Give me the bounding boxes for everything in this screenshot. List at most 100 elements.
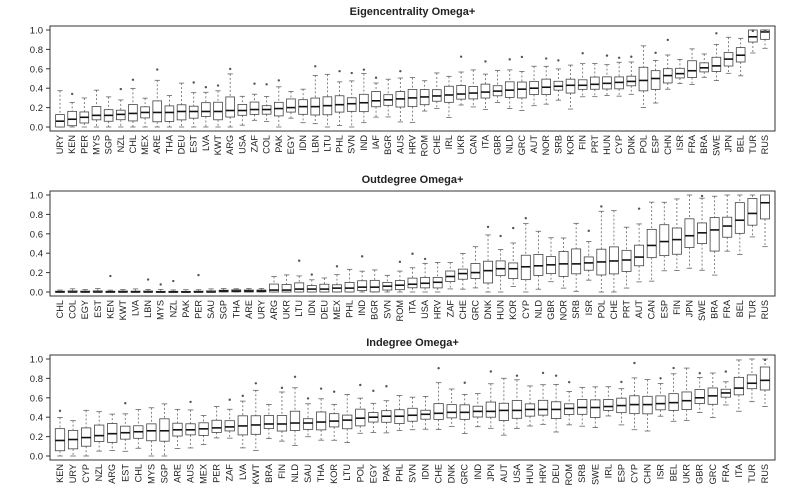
- box-iqr: [565, 78, 576, 94]
- category-label: ARG: [269, 300, 279, 320]
- box-pak: [180, 289, 191, 293]
- box-sgp: [218, 288, 229, 293]
- outlier-point: [146, 278, 150, 281]
- category-label: CHE: [458, 300, 468, 319]
- category-label: AUS: [186, 464, 196, 483]
- box-bra: [699, 53, 709, 78]
- category-label: NOR: [559, 300, 569, 321]
- outlier-point: [277, 79, 280, 82]
- category-label: MYS: [156, 300, 166, 320]
- category-label: PER: [193, 300, 203, 319]
- outlier-point: [280, 386, 284, 390]
- category-label: ESP: [651, 135, 661, 153]
- outlier-point: [423, 257, 427, 261]
- box-dnk: [446, 388, 457, 427]
- outlier-point: [314, 65, 317, 68]
- box-iqr: [211, 419, 222, 433]
- box-iqr: [357, 280, 368, 292]
- category-label: MEX: [199, 464, 209, 484]
- box-iqr: [316, 411, 327, 431]
- outlier-point: [545, 57, 548, 60]
- category-label: PRT: [622, 300, 632, 319]
- category-label: POL: [596, 300, 606, 318]
- box-iqr: [249, 101, 260, 115]
- category-label: PHL: [335, 135, 345, 153]
- category-label: DNK: [626, 134, 636, 154]
- category-label: CHE: [609, 300, 619, 319]
- outlier-point: [310, 273, 313, 276]
- box-lbn: [143, 278, 154, 293]
- box-bel: [734, 194, 745, 255]
- box-ukr: [281, 274, 292, 293]
- category-label: ARG: [107, 464, 117, 484]
- box-are: [243, 288, 254, 293]
- box-gbr: [694, 372, 705, 413]
- category-label: THA: [316, 463, 326, 482]
- box-kor: [329, 390, 340, 441]
- box-iqr: [537, 399, 549, 416]
- box-are: [152, 68, 163, 128]
- category-label: THA: [231, 299, 241, 318]
- box-can: [468, 69, 479, 108]
- category-label: FIN: [578, 135, 588, 150]
- category-label: NOR: [541, 135, 551, 156]
- outlier-point: [515, 374, 519, 377]
- category-label: BRA: [264, 463, 274, 483]
- category-label: PHL: [394, 464, 404, 482]
- outlier-point: [459, 55, 463, 58]
- category-label: PRT: [590, 135, 600, 154]
- category-label: EGY: [286, 135, 296, 154]
- category-label: KWT: [118, 300, 128, 321]
- y-tick-label: 0.2: [30, 268, 43, 279]
- box-esp: [616, 380, 627, 426]
- box-iqr: [711, 56, 722, 72]
- category-label: KEN: [55, 464, 65, 483]
- box-nor: [558, 237, 569, 289]
- category-label: SWE: [590, 464, 600, 485]
- box-iqr: [369, 279, 380, 293]
- box-ury: [55, 90, 65, 128]
- box-deu: [551, 374, 562, 433]
- category-label: HRV: [538, 463, 548, 483]
- box-iqr: [164, 105, 175, 122]
- box-prt: [590, 63, 600, 98]
- box-iqr: [760, 194, 770, 220]
- box-chl: [128, 78, 138, 128]
- outlier-point: [362, 68, 366, 71]
- box-ind: [357, 255, 368, 293]
- box-jpn: [723, 36, 734, 74]
- y-tick-label: 0.0: [30, 123, 43, 134]
- box-chn: [642, 379, 653, 432]
- box-iqr: [286, 98, 296, 113]
- category-label: ARE: [244, 300, 254, 319]
- box-rus: [760, 194, 770, 248]
- outlier-point: [698, 372, 701, 375]
- category-label: SVN: [347, 135, 357, 154]
- category-label: ROM: [395, 300, 405, 321]
- box-iqr: [646, 228, 657, 259]
- outlier-point: [131, 78, 135, 82]
- category-label: DNK: [447, 463, 457, 483]
- category-label: USA: [420, 299, 430, 319]
- category-label: TUR: [748, 135, 758, 154]
- box-gbr: [546, 237, 556, 283]
- category-label: GBR: [493, 135, 503, 155]
- category-label: RUS: [760, 135, 770, 154]
- box-sau: [302, 397, 314, 438]
- box-dnk: [483, 225, 493, 293]
- outlier-point: [119, 87, 122, 91]
- category-label: UKR: [682, 464, 692, 484]
- category-label: EST: [120, 464, 130, 482]
- outlier-point: [228, 398, 231, 401]
- outlier-point: [156, 68, 159, 71]
- box-svn: [346, 71, 357, 128]
- box-srb: [571, 222, 582, 292]
- box-isr: [583, 229, 594, 281]
- outlier-point: [319, 387, 323, 390]
- category-label: BEL: [736, 135, 746, 152]
- outlier-point: [253, 82, 256, 85]
- box-iqr: [470, 263, 481, 279]
- box-bel: [668, 366, 679, 422]
- outlier-point: [293, 375, 297, 378]
- outlier-point: [512, 226, 515, 230]
